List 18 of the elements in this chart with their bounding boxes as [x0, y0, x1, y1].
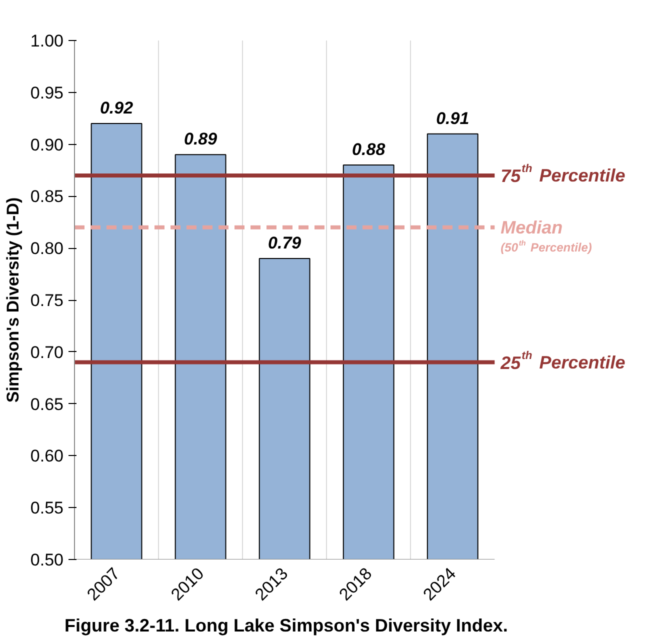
- data-label: 0.91: [436, 108, 470, 128]
- y-tick-label: 0.95: [30, 83, 64, 102]
- y-tick-label: 0.75: [30, 291, 64, 310]
- data-label: 0.92: [100, 98, 134, 118]
- y-tick-label: 1.00: [30, 32, 64, 50]
- y-tick-label: 0.80: [30, 239, 64, 258]
- y-tick-label: 0.65: [30, 394, 64, 414]
- y-tick-label: 0.90: [30, 135, 64, 154]
- y-axis-title: Simpson's Diversity (1-D): [3, 197, 22, 403]
- y-tick-label: 0.55: [30, 498, 64, 518]
- data-label: 0.88: [352, 140, 386, 160]
- data-label: 0.79: [268, 233, 302, 252]
- y-tick-label: 0.50: [30, 550, 64, 570]
- y-tick-label: 0.60: [30, 446, 64, 466]
- caption: Figure 3.2-11. Long Lake Simpson's Diversity Index.: [64, 616, 508, 636]
- y-tick-label: 0.70: [30, 342, 64, 362]
- data-label: 0.89: [184, 130, 218, 149]
- y-tick-label: 0.85: [30, 187, 64, 206]
